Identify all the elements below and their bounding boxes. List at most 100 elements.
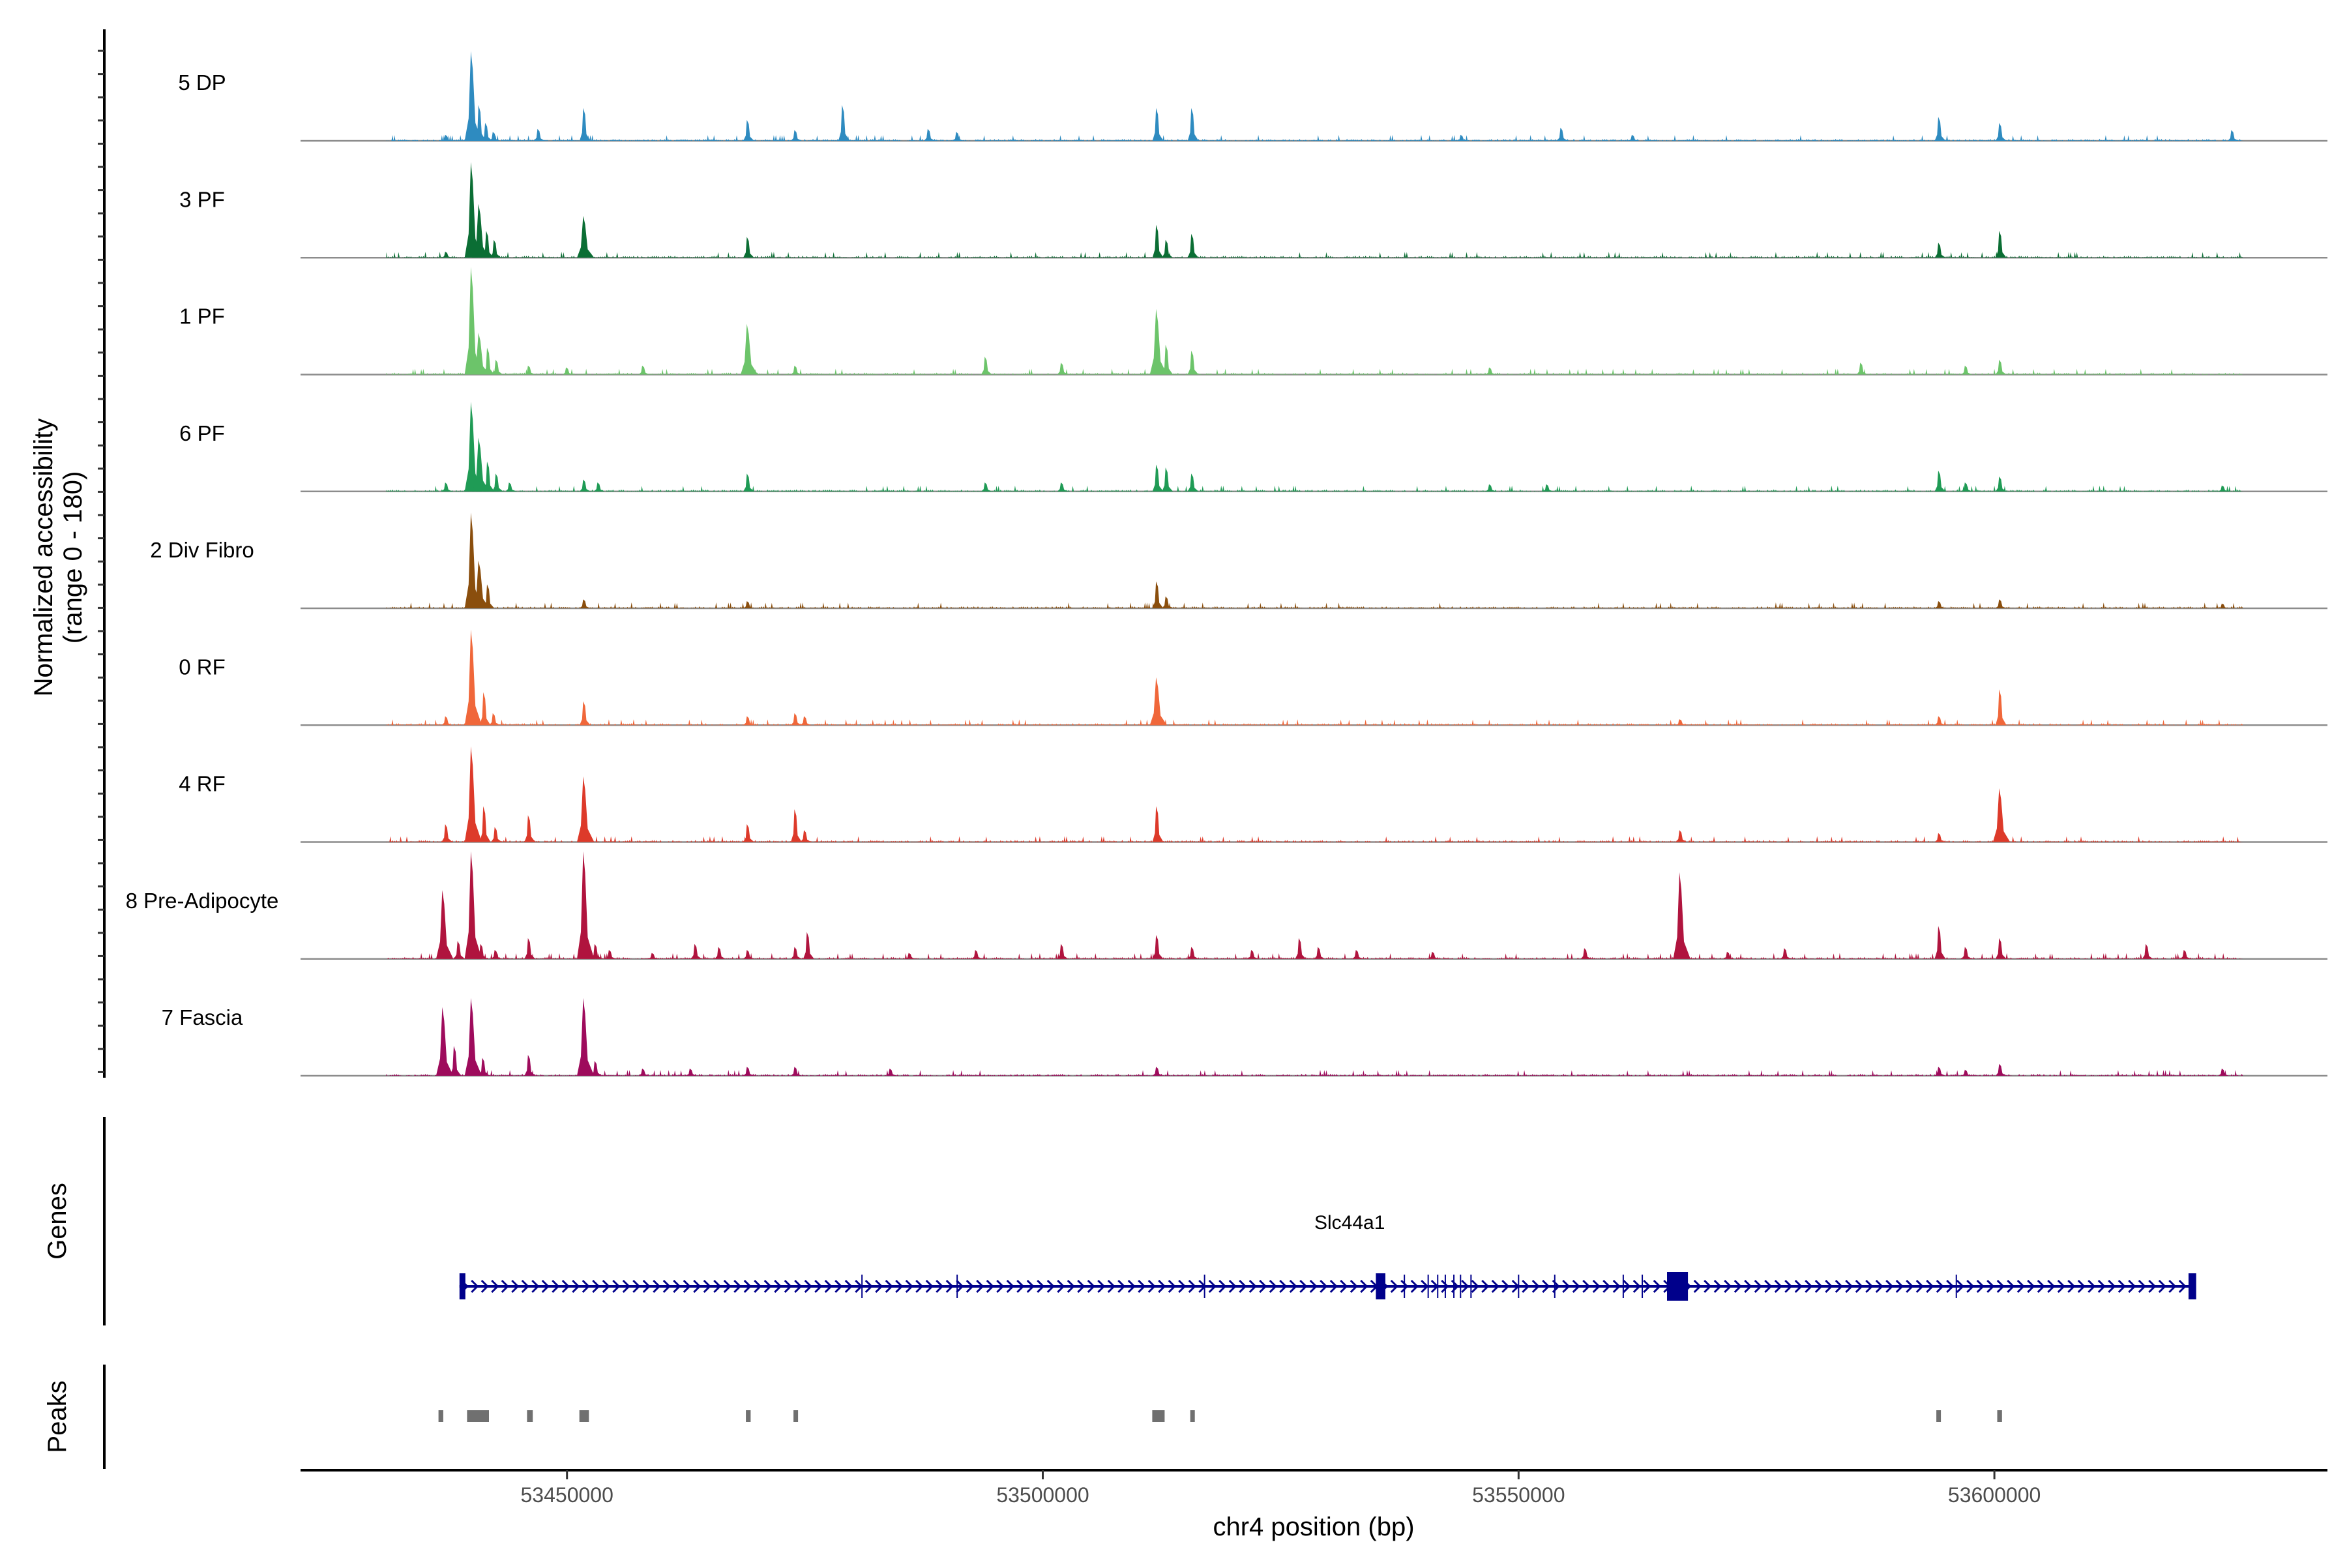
genes-label: Genes (43, 1183, 72, 1260)
peak-region (746, 1410, 751, 1422)
coverage-peak (1934, 926, 1946, 959)
coverage-peak (1992, 788, 2011, 842)
coverage-peak (1961, 482, 1973, 492)
strand-arrow-icon (1632, 1279, 1641, 1294)
strand-arrow-icon (1390, 1279, 1398, 1294)
x-tick-label: 53450000 (521, 1483, 613, 1507)
coverage-peak (591, 1061, 602, 1076)
coverage-peak (605, 950, 617, 959)
coverage-peak (1187, 108, 1199, 141)
strand-arrow-icon (592, 1279, 600, 1294)
coverage-peak (441, 716, 453, 726)
strand-arrow-icon (1188, 1279, 1196, 1294)
strand-arrow-icon (2027, 1279, 2035, 1294)
peak-region (467, 1410, 489, 1422)
strand-arrow-icon (541, 1279, 550, 1294)
coverage-peak (580, 599, 591, 608)
coverage-peak (441, 134, 453, 141)
strand-arrow-icon (1704, 1279, 1712, 1294)
strand-arrow-icon (2108, 1279, 2116, 1294)
coverage-peak (981, 482, 992, 492)
coverage-peak (743, 473, 754, 492)
strand-arrow-icon (612, 1279, 621, 1294)
strand-arrow-icon (1956, 1279, 1964, 1294)
strand-arrow-icon (1794, 1279, 1803, 1294)
strand-arrow-icon (471, 1279, 479, 1294)
coverage-peak (838, 105, 849, 141)
coverage-peak (580, 701, 591, 726)
peaks-label: Peaks (43, 1380, 72, 1453)
coverage-peak (1995, 938, 2007, 959)
strand-arrow-icon (1845, 1279, 1853, 1294)
strand-arrow-icon (1239, 1279, 1247, 1294)
coverage-peak (577, 216, 595, 258)
coverage-peak (1934, 470, 1946, 492)
track-label: 2 Div Fibro (150, 538, 254, 562)
strand-arrow-icon (2007, 1279, 2015, 1294)
coverage-peak (464, 162, 482, 258)
strand-arrow-icon (642, 1279, 651, 1294)
strand-arrow-icon (733, 1279, 742, 1294)
coverage-peak (464, 998, 482, 1076)
coverage-peak (479, 692, 491, 726)
coverage-peak (441, 252, 453, 258)
strand-arrow-icon (1522, 1279, 1530, 1294)
strand-arrow-icon (1016, 1279, 1025, 1294)
x-axis-ticks: 53450000 53500000 53550000 53600000 (521, 1470, 2041, 1507)
coverage-peak (491, 827, 502, 842)
strand-arrow-icon (754, 1279, 762, 1294)
strand-arrow-icon (915, 1279, 924, 1294)
coverage-peak (1057, 482, 1069, 492)
strand-arrow-icon (1006, 1279, 1014, 1294)
coverage-peak (2218, 485, 2230, 492)
track-label: 4 RF (179, 772, 226, 796)
coverage-peak (435, 890, 454, 959)
gene-exon (1376, 1273, 1385, 1299)
strand-arrow-icon (1329, 1279, 1338, 1294)
coverage-peak (1543, 484, 1554, 492)
strand-arrow-icon (1895, 1279, 1904, 1294)
coverage-peak (1995, 123, 2007, 141)
coverage-peak (1314, 947, 1325, 959)
strand-arrow-icon (945, 1279, 954, 1294)
strand-arrow-icon (814, 1279, 823, 1294)
strand-arrow-icon (1582, 1279, 1591, 1294)
strand-arrow-icon (966, 1279, 974, 1294)
strand-arrow-icon (1320, 1279, 1328, 1294)
coverage-peak (690, 943, 702, 959)
strand-arrow-icon (1966, 1279, 1975, 1294)
strand-arrow-icon (1814, 1279, 1823, 1294)
strand-arrow-icon (2168, 1279, 2177, 1294)
strand-arrow-icon (693, 1279, 701, 1294)
strand-arrow-icon (1825, 1279, 1833, 1294)
strand-arrow-icon (1178, 1279, 1187, 1294)
coverage-peak (791, 365, 802, 375)
strand-arrow-icon (1713, 1279, 1722, 1294)
coverage-peak (1152, 935, 1164, 959)
coverage-peak (1780, 948, 1792, 959)
track-label: 8 Pre-Adipocyte (126, 889, 279, 913)
strand-arrow-icon (1400, 1279, 1409, 1294)
coverage-peak (741, 323, 758, 375)
coverage-peak (1934, 1067, 1946, 1076)
coverage-peak (743, 119, 754, 141)
coverage-peak (1934, 716, 1946, 726)
strand-arrow-icon (2016, 1279, 2025, 1294)
strand-arrow-icon (2148, 1279, 2157, 1294)
strand-arrow-icon (602, 1279, 610, 1294)
strand-arrow-icon (905, 1279, 913, 1294)
strand-arrow-icon (1147, 1279, 1156, 1294)
coverage-tracks: 5 DP 3 PF 1 PF 6 PF 2 Div Fibro 0 RF 4 RF 8 Pre… (126, 51, 2327, 1077)
coverage-peak (1723, 951, 1735, 959)
coverage-peak (791, 1067, 802, 1076)
coverage-peak (450, 1046, 462, 1076)
strand-arrow-icon (673, 1279, 681, 1294)
strand-arrow-icon (1643, 1279, 1651, 1294)
coverage-peak (638, 1069, 650, 1076)
strand-arrow-icon (1471, 1279, 1479, 1294)
coverage-peak (524, 938, 536, 959)
strand-arrow-icon (1542, 1279, 1550, 1294)
strand-arrow-icon (986, 1279, 994, 1294)
strand-arrow-icon (885, 1279, 893, 1294)
